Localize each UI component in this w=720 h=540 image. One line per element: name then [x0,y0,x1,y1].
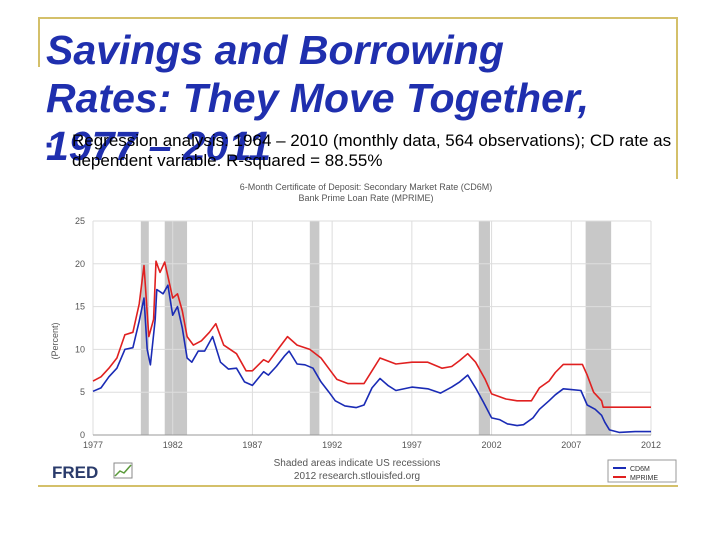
recession-bands [140,221,612,435]
grid-lines [92,220,652,436]
recession-band [478,221,490,435]
x-tick-label: 1997 [402,440,422,450]
chart-svg: 6-Month Certificate of Deposit: Secondar… [50,182,677,483]
y-axis-label: (Percent) [50,322,60,359]
recession-band [164,221,188,435]
y-tick-label: 0 [80,430,85,440]
recession-band [585,221,612,435]
x-tick-label: 2007 [561,440,581,450]
frame-top-rule [38,17,678,19]
chart-subtitle: Bank Prime Loan Rate (MPRIME) [298,193,433,203]
recession-band [309,221,320,435]
fred-graph-icon [113,462,133,479]
fred-chart: 6-Month Certificate of Deposit: Secondar… [44,179,678,485]
x-tick-label: 2002 [482,440,502,450]
fred-wordmark: FRED [52,463,98,482]
legend-label: MPRIME [630,475,658,482]
y-tick-label: 15 [75,302,85,312]
bullet-text: Regression analysis: 1964 – 2010 (monthl… [72,131,672,170]
fred-credit: 2012 research.stlouisfed.org [294,471,420,482]
series-lines [92,260,651,434]
y-tick-label: 10 [75,344,85,354]
slide-title: Savings and Borrowing Rates: They Move T… [46,27,589,169]
fred-logo: FRED [52,462,133,482]
x-tick-label: 1982 [163,440,183,450]
recession-band [140,221,149,435]
x-tick-label: 1987 [242,440,262,450]
fred-graph-icon-line [114,464,132,477]
y-tick-label: 25 [75,216,85,226]
x-tick-label: 1992 [322,440,342,450]
bullet-marker: ■ [46,140,53,151]
axis-labels: 0 5 10 15 20 25 1977 1982 1987 1992 1997 2002 2007 20… [75,216,661,450]
series-line-mprime [92,260,651,408]
y-tick-label: 20 [75,259,85,269]
chart-legend: CD6M MPRIME [607,459,677,483]
frame-bottom-rule [38,485,678,487]
y-tick-label: 5 [80,387,85,397]
chart-title: 6-Month Certificate of Deposit: Secondar… [240,182,493,192]
x-tick-label: 1977 [83,440,103,450]
series-line-cd6m [92,284,651,434]
x-tick-label: 2012 [641,440,661,450]
recession-note: Shaded areas indicate US recessions [274,458,441,469]
frame-left-rule [38,17,40,67]
legend-label: CD6M [630,466,650,473]
